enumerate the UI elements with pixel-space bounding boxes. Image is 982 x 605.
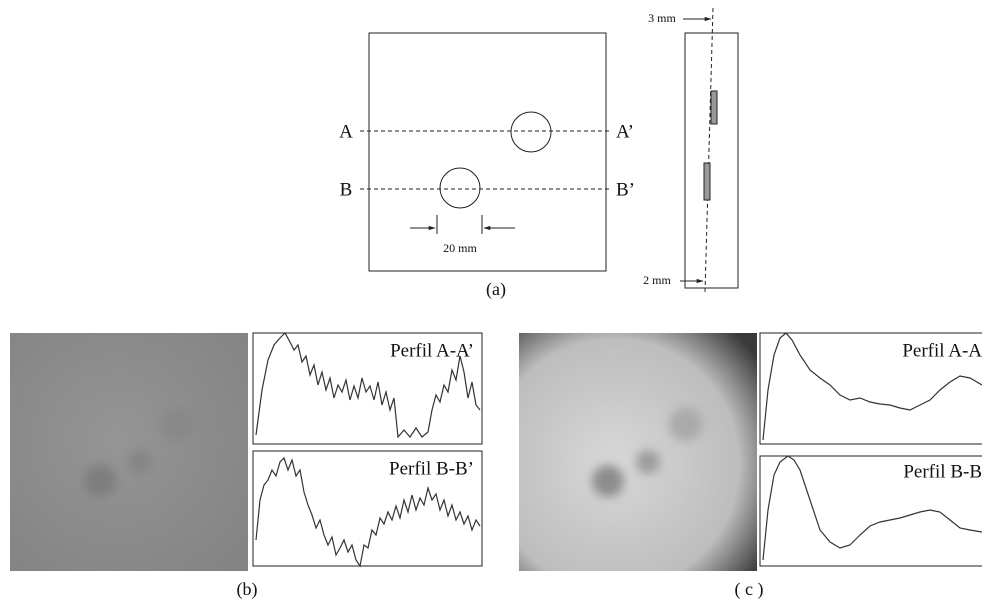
- caption: ( c ): [735, 579, 764, 600]
- dimension: 3 mm: [648, 11, 676, 25]
- profile-title: Perfil B-B: [903, 461, 982, 482]
- defect: [440, 168, 480, 208]
- thermogram-b: [10, 333, 248, 571]
- defect-side: [711, 91, 717, 124]
- defect-side: [704, 163, 710, 200]
- profile-title: Perfil B-B’: [389, 458, 474, 479]
- section-label: B: [340, 179, 353, 200]
- center-line: [705, 8, 713, 292]
- section-label: A: [339, 121, 353, 142]
- noise: [10, 333, 248, 571]
- dimension: 20 mm: [443, 241, 477, 255]
- section-label: B’: [616, 179, 635, 200]
- section-label: A’: [616, 121, 634, 142]
- profile-title: Perfil A-A: [902, 340, 982, 361]
- dimension: 2 mm: [643, 273, 671, 287]
- caption: (a): [486, 279, 506, 300]
- thermogram-c: [519, 333, 757, 571]
- image: [519, 333, 757, 571]
- caption: (b): [237, 579, 258, 600]
- plate: [369, 33, 606, 271]
- profile-title: Perfil A-A’: [390, 340, 474, 361]
- defect: [511, 112, 551, 152]
- figure: A A’ B B’ 20 mm 3 mm 2 mm (a) Perfil A-A…: [0, 0, 982, 605]
- side-view: 3 mm 2 mm: [643, 8, 738, 292]
- front-view: A A’ B B’ 20 mm: [339, 33, 635, 271]
